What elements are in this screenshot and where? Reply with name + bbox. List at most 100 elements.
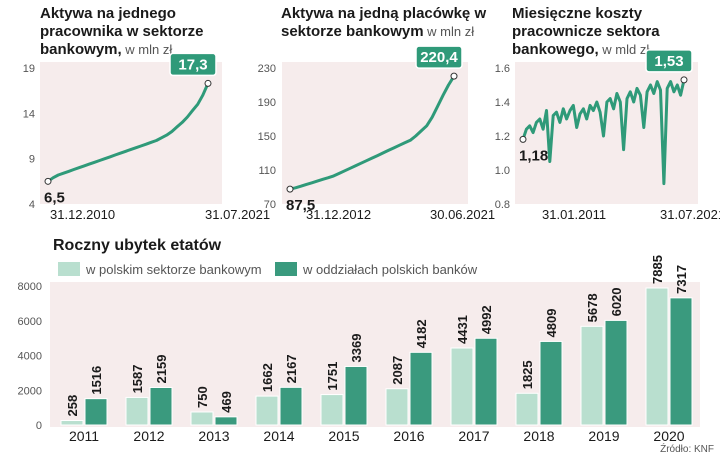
bar-y-tick-label: 8000 — [18, 281, 42, 293]
bar-value-label: 258 — [65, 395, 80, 417]
line-panel-1: 230 190 150 110 70 31.12.2012 30.06.2021 87,5 22… — [258, 45, 495, 222]
bar-group-2018: 1825 4809 2018 — [515, 309, 563, 444]
start-value-label: 6,5 — [44, 189, 65, 206]
bar-value-label: 1825 — [520, 360, 535, 389]
x-end-label: 31.07.2021 — [205, 207, 270, 222]
plot-background — [282, 62, 468, 204]
bar-sector — [125, 396, 149, 426]
end-value-label: 220,4 — [420, 49, 458, 66]
bar-group-2012: 1587 2159 2012 — [125, 355, 173, 444]
y-tick-label: 1.0 — [495, 165, 510, 177]
y-tick-label: 19 — [23, 63, 35, 75]
bar-category-label: 2014 — [263, 428, 294, 444]
start-point — [44, 177, 52, 185]
x-start-label: 31.12.2012 — [306, 207, 371, 222]
bar-value-label: 2167 — [284, 354, 299, 383]
bar-value-label: 3369 — [349, 334, 364, 363]
y-tick-label: 1.2 — [495, 131, 510, 143]
bar-category-label: 2017 — [458, 428, 489, 444]
start-point — [519, 135, 527, 143]
x-start-label: 31.12.2010 — [50, 207, 115, 222]
y-tick-label: 14 — [23, 108, 35, 120]
bar-value-label: 4431 — [455, 315, 470, 344]
bar-branches — [669, 297, 693, 426]
series-line — [521, 79, 686, 186]
end-value-badge — [169, 52, 217, 77]
bar-branches — [409, 351, 433, 426]
bar-value-label: 7885 — [650, 255, 665, 284]
bar-group-2019: 5678 6020 2019 — [580, 287, 628, 444]
bar-sector — [580, 325, 604, 426]
bar-category-label: 2018 — [523, 428, 554, 444]
y-tick-label: 70 — [264, 199, 276, 211]
y-tick-label: 4 — [29, 199, 35, 211]
bar-branches — [539, 340, 563, 426]
bar-value-label: 4809 — [544, 309, 559, 338]
y-tick-label: 9 — [29, 154, 35, 166]
legend-swatch-light — [58, 262, 80, 276]
legend: w polskim sektorze bankowym w oddziałach … — [58, 262, 478, 277]
y-tick-label: 230 — [258, 63, 276, 75]
end-value-badge — [415, 45, 463, 69]
bar-branches — [84, 398, 108, 426]
bar-category-label: 2013 — [198, 428, 229, 444]
start-value-label: 1,18 — [519, 147, 548, 164]
bar-value-label: 7317 — [674, 265, 689, 294]
x-start-label: 31.01.2011 — [542, 207, 606, 222]
bar-category-label: 2020 — [653, 428, 684, 444]
end-point — [450, 72, 458, 80]
bar-group-2013: 750 469 2013 — [190, 386, 238, 444]
bar-sector — [450, 347, 474, 426]
bar-value-label: 469 — [219, 391, 234, 413]
bar-category-label: 2011 — [69, 428, 99, 444]
y-tick-label: 1.6 — [495, 63, 510, 75]
bar-value-label: 1662 — [260, 363, 275, 392]
bar-branches — [279, 386, 303, 426]
bar-branches — [604, 319, 628, 426]
bar-branches — [214, 416, 238, 426]
bar-value-label: 1587 — [130, 365, 145, 394]
source-note: Źródło: KNF — [660, 442, 714, 455]
line-panel-0: 19 14 9 4 31.12.2010 31.07.2021 6,5 17,3 — [23, 52, 270, 222]
bar-group-2011: 258 1516 2011 — [60, 366, 108, 444]
bar-value-label: 2159 — [154, 355, 169, 384]
bar-group-2020: 7885 7317 2020 — [645, 255, 693, 444]
series-line — [47, 82, 210, 183]
bar-branches — [474, 337, 498, 426]
bar-category-label: 2016 — [393, 428, 424, 444]
bar-y-tick-label: 2000 — [18, 385, 42, 397]
end-point — [680, 76, 688, 84]
x-end-label: 30.06.2021 — [430, 207, 495, 222]
bar-sector — [385, 388, 409, 426]
line-panel-2: 1.6 1.4 1.2 1.0 0.8 31.01.2011 31.07.2021 1,18 1… — [495, 49, 720, 222]
bar-branches — [149, 386, 173, 426]
bar-sector — [515, 392, 539, 426]
bar-value-label: 2087 — [390, 356, 405, 385]
bar-chart-title: Roczny ubytek etatów — [53, 237, 222, 254]
bar-group-2014: 1662 2167 2014 — [255, 354, 303, 444]
bar-group-2015: 1751 3369 2015 — [320, 334, 368, 444]
line-chart-title-0: Aktywa na jednego pracownika w sektorze ba… — [40, 5, 203, 58]
bar-value-label: 6020 — [609, 287, 624, 316]
bar-value-label: 4182 — [414, 319, 429, 348]
legend-swatch-dark — [275, 262, 297, 276]
bar-category-label: 2012 — [133, 428, 164, 444]
bar-value-label: 1516 — [89, 366, 104, 395]
end-point — [204, 79, 212, 87]
start-point — [286, 185, 294, 193]
bar-value-label: 5678 — [585, 293, 600, 322]
bar-group-2016: 2087 4182 2016 — [385, 319, 433, 444]
y-tick-label: 190 — [258, 97, 276, 109]
bar-value-label: 4992 — [479, 305, 494, 334]
x-end-label: 31.07.2021 — [660, 207, 720, 222]
bar-sector — [190, 411, 214, 426]
start-value-label: 87,5 — [286, 197, 315, 214]
plot-background — [40, 62, 222, 204]
bar-sector — [320, 394, 344, 426]
bar-y-tick-label: 0 — [36, 420, 42, 432]
y-tick-label: 110 — [258, 165, 276, 177]
y-tick-label: 0.8 — [495, 199, 510, 211]
end-value-label: 17,3 — [178, 56, 207, 73]
